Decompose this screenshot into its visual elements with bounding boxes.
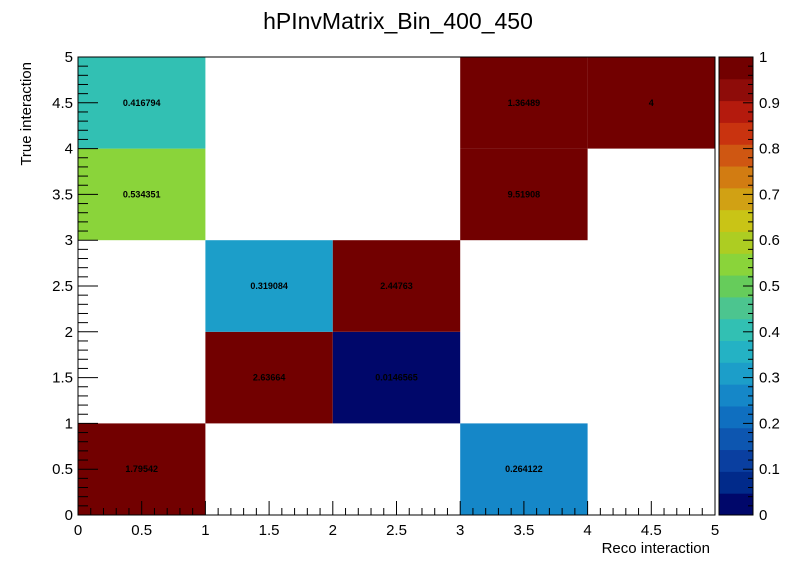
heatmap-cell [78, 57, 206, 149]
x-tick-label: 0.5 [131, 522, 152, 539]
heatmap-cell [332, 240, 461, 332]
y-axis-label: True interaction [18, 62, 35, 166]
y-tick-label: 5 [65, 49, 73, 66]
z-tick-label: 0.9 [759, 95, 780, 112]
cell-value-label: 0.0146565 [375, 373, 418, 383]
y-tick-label: 4 [65, 141, 73, 158]
x-tick-label: 0 [74, 522, 82, 539]
colorbar-swatch [719, 384, 753, 407]
x-axis-label: Reco interaction [602, 540, 710, 557]
heatmap-cells [78, 57, 715, 515]
cell-value-label: 0.264122 [505, 464, 543, 474]
colorbar-swatch [719, 231, 753, 254]
x-tick-label: 4 [583, 522, 591, 539]
heatmap-cell [460, 423, 588, 515]
x-axis-ticks: 0 0.5 1 1.5 2 2.5 3 3.5 4 4.5 5 [74, 501, 719, 539]
colorbar-swatch [719, 166, 753, 189]
x-tick-label: 3 [456, 522, 464, 539]
z-tick-label: 0.6 [759, 232, 780, 249]
cell-value-label: 2.63664 [253, 373, 286, 383]
colorbar-swatch [719, 471, 753, 494]
x-tick-label: 1.5 [259, 522, 280, 539]
cell-value-label: 0.534351 [123, 189, 161, 199]
colorbar-swatch [719, 275, 753, 298]
x-tick-label: 4.5 [641, 522, 662, 539]
cell-value-label: 2.44763 [380, 281, 413, 291]
colorbar-swatch [719, 187, 753, 211]
colorbar-swatch [719, 318, 753, 342]
heatmap-cell [460, 148, 588, 241]
colorbar-swatch [719, 122, 753, 145]
y-tick-label: 3.5 [52, 186, 73, 203]
z-tick-label: 1 [759, 49, 767, 66]
z-tick-label: 0.1 [759, 461, 780, 478]
y-tick-label: 3 [65, 232, 73, 249]
cell-value-label: 1.36489 [508, 98, 541, 108]
colorbar-swatch [719, 340, 753, 363]
heatmap-cell [205, 240, 333, 332]
y-tick-label: 2 [65, 324, 73, 341]
x-tick-label: 2 [329, 522, 337, 539]
y-tick-label: 1 [65, 415, 73, 432]
heatmap-cell-labels: 1.79542 0.264122 2.63664 0.0146565 0.319084 2… [123, 98, 654, 474]
x-tick-label: 2.5 [386, 522, 407, 539]
colorbar-swatch [719, 405, 753, 429]
z-tick-label: 0 [759, 507, 767, 524]
y-axis-ticks: 0 0.5 1 1.5 2 2.5 3 3.5 4 4.5 5 [52, 49, 98, 524]
colorbar-swatch [719, 427, 753, 451]
colorbar-swatch [719, 253, 753, 276]
colorbar-swatch [719, 57, 753, 80]
x-tick-label: 1 [201, 522, 209, 539]
y-tick-label: 0.5 [52, 461, 73, 478]
color-scale-bar [719, 57, 753, 516]
z-tick-label: 0.5 [759, 278, 780, 295]
heatmap-cell [78, 148, 206, 241]
colorbar-swatch [719, 362, 753, 385]
heatmap-cell [332, 331, 461, 424]
z-tick-label: 0.8 [759, 141, 780, 158]
y-tick-label: 4.5 [52, 95, 73, 112]
cell-value-label: 9.51908 [508, 189, 541, 199]
cell-value-label: 1.79542 [125, 464, 158, 474]
heatmap-cell [460, 57, 588, 149]
colorbar-swatch [719, 78, 753, 102]
z-tick-label: 0.2 [759, 415, 780, 432]
z-tick-label: 0.3 [759, 370, 780, 387]
y-tick-label: 2.5 [52, 278, 73, 295]
z-tick-label: 0.4 [759, 324, 780, 341]
heatmap-cell [587, 57, 715, 149]
colorbar-swatch [719, 100, 753, 123]
colorbar-swatch [719, 296, 753, 320]
cell-value-label: 4 [649, 98, 654, 108]
colorbar-swatch [719, 493, 753, 516]
chart-title: hPInvMatrix_Bin_400_450 [263, 8, 533, 34]
colorbar-swatch [719, 144, 753, 167]
colorbar-swatch [719, 449, 753, 472]
color-scale-ticks: 0 0.1 0.2 0.3 0.4 0.5 0.6 0.7 0.8 0.9 1 [743, 49, 780, 524]
cell-value-label: 0.416794 [123, 98, 161, 108]
cell-value-label: 0.319084 [250, 281, 288, 291]
z-tick-label: 0.7 [759, 186, 780, 203]
heatmap-cell [205, 331, 333, 424]
x-tick-label: 5 [711, 522, 719, 539]
heatmap-cell [78, 423, 206, 515]
y-tick-label: 1.5 [52, 370, 73, 387]
y-tick-label: 0 [65, 507, 73, 524]
colorbar-swatch [719, 209, 753, 232]
x-tick-label: 3.5 [513, 522, 534, 539]
